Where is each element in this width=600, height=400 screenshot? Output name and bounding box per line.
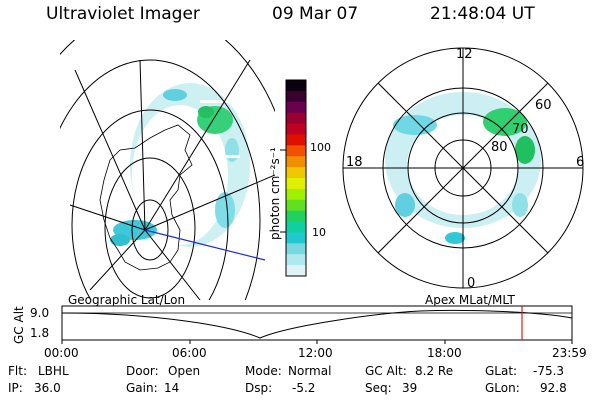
- geo-aurora-emission: [110, 83, 250, 247]
- polar-label-70: 70: [512, 122, 529, 137]
- gc-alt-label: GC Alt:: [365, 364, 407, 378]
- geographic-label: Geographic Lat/Lon: [68, 293, 186, 307]
- polar-label-6: 6: [576, 155, 585, 170]
- polar-label-12: 12: [456, 47, 473, 62]
- x-tick-1800: 18:00: [427, 346, 462, 360]
- date-label: 09 Mar 07: [272, 4, 359, 24]
- gc-alt-value: 8.2 Re: [415, 364, 454, 378]
- mode-value: Normal: [288, 364, 332, 378]
- apex-label: Apex MLat/MLT: [425, 293, 515, 307]
- colorbar-stripe: [286, 80, 306, 92]
- colorbar-stripe: [286, 210, 306, 223]
- y-tick-9: 9.0: [30, 306, 50, 320]
- colorbar-stripe: [286, 167, 306, 179]
- gain-label: Gain:: [126, 381, 158, 395]
- polar-label-80: 80: [491, 140, 508, 155]
- x-tick-0000: 00:00: [44, 346, 79, 360]
- colorbar-stripe: [286, 265, 306, 277]
- gain-value: 14: [164, 381, 180, 395]
- time-label: 21:48:04 UT: [430, 4, 535, 24]
- colorbar: [280, 79, 307, 277]
- colorbar-stripe: [286, 178, 306, 190]
- glat-label: GLat:: [485, 364, 518, 378]
- ip-value: 36.0: [34, 381, 61, 395]
- glat-value: -75.3: [533, 364, 565, 378]
- instrument-title: Ultraviolet Imager: [46, 4, 200, 24]
- colorbar-stripe: [286, 232, 306, 244]
- geo-graticule: [60, 40, 275, 300]
- x-tick-0600: 06:00: [172, 346, 207, 360]
- colorbar-stripe: [286, 145, 306, 157]
- polar-label-0: 0: [467, 276, 476, 291]
- noon-meridian-line: [144, 229, 266, 261]
- gc-alt-axis-label: GC Alt: [12, 306, 26, 344]
- altitude-curve: [61, 309, 573, 339]
- polar-plot: [342, 47, 584, 289]
- colorbar-stripe: [286, 243, 306, 255]
- y-tick-1-8: 1.8: [30, 326, 50, 340]
- glon-label: GLon:: [485, 381, 520, 395]
- colorbar-stripe: [286, 134, 306, 146]
- colorbar-stripe: [286, 123, 306, 135]
- flt-value: LBHL: [38, 364, 69, 378]
- colorbar-stripe: [286, 101, 306, 114]
- mode-label: Mode:: [245, 364, 282, 378]
- colorbar-stripe: [286, 199, 306, 212]
- colorbar-stripe: [286, 221, 306, 233]
- colorbar-stripe: [286, 254, 306, 266]
- timeline-panel: [61, 305, 573, 344]
- seq-label: Seq:: [365, 381, 392, 395]
- door-value: Open: [168, 364, 201, 378]
- colorbar-unit-label: photon cm⁻²s⁻¹: [268, 147, 282, 240]
- colorbar-stripe: [286, 112, 306, 125]
- colorbar-stripe: [286, 90, 306, 103]
- colorbar-tick-100: 100: [310, 141, 331, 154]
- seq-value: 39: [402, 381, 418, 395]
- geographic-projection: [60, 40, 275, 300]
- ip-label: IP:: [8, 381, 23, 395]
- geo-coastline: [99, 124, 193, 271]
- glon-value: 92.8: [540, 381, 567, 395]
- dsp-label: Dsp:: [245, 381, 273, 395]
- door-label: Door:: [126, 364, 159, 378]
- x-tick-2359: 23:59: [552, 346, 587, 360]
- polar-label-18: 18: [346, 155, 363, 170]
- dsp-value: -5.2: [292, 381, 316, 395]
- polar-label-60: 60: [535, 98, 552, 113]
- x-tick-1200: 12:00: [298, 346, 333, 360]
- colorbar-tick-10: 10: [312, 226, 326, 239]
- flt-label: Flt:: [8, 364, 27, 378]
- colorbar-stripe: [286, 156, 306, 168]
- colorbar-stripe: [286, 188, 306, 201]
